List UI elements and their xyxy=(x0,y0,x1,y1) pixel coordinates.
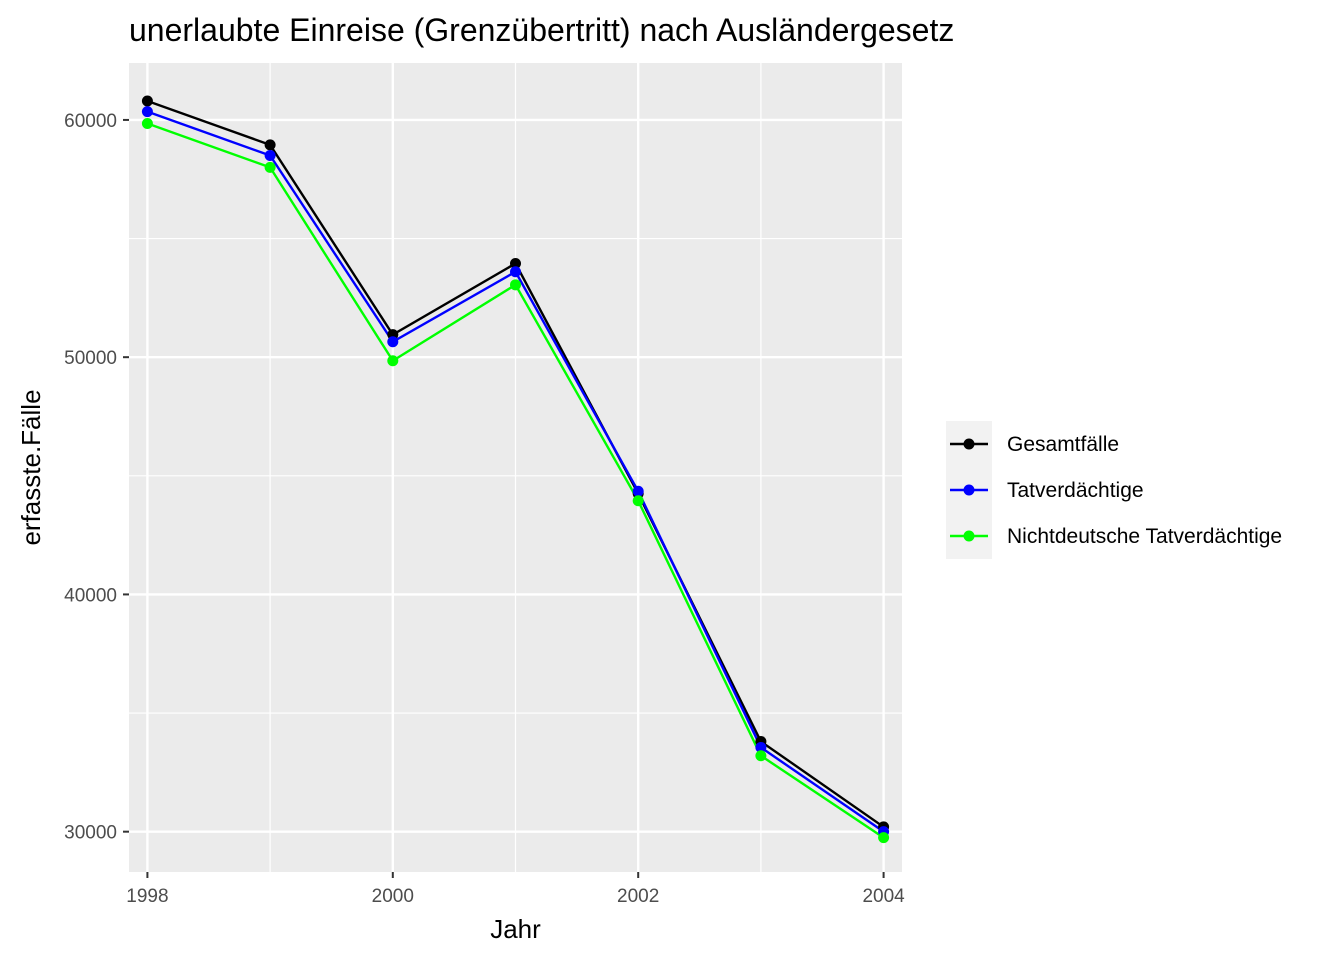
legend-key-point xyxy=(963,484,975,496)
y-axis-tick-labels: 30000 40000 50000 60000 xyxy=(64,111,117,844)
series-point xyxy=(878,832,890,844)
series-point xyxy=(141,95,153,107)
axis-ticks xyxy=(123,118,885,878)
x-axis-title: Jahr xyxy=(490,914,541,944)
series-point xyxy=(510,279,521,291)
x-tick-label: 2000 xyxy=(372,886,414,907)
series-point xyxy=(632,495,644,507)
series-point xyxy=(387,355,399,367)
y-tick-label: 40000 xyxy=(64,585,117,606)
legend-key-point xyxy=(963,438,975,450)
series-points xyxy=(141,95,890,844)
y-tick-label: 60000 xyxy=(64,111,117,132)
y-tick-label: 30000 xyxy=(64,823,117,844)
x-axis-tick-labels: 1998 2000 2002 2004 xyxy=(126,886,905,907)
legend-label: Gesamtfälle xyxy=(1007,433,1119,456)
series-point xyxy=(264,150,276,162)
legend-label: Nichtdeutsche Tatverdächtige xyxy=(1007,525,1282,548)
series-point xyxy=(264,161,276,173)
x-tick-label: 1998 xyxy=(126,886,168,907)
legend-label: Tatverdächtige xyxy=(1007,479,1144,502)
legend-key-point xyxy=(963,530,975,542)
series-point xyxy=(264,139,276,151)
chart-title: unerlaubte Einreise (Grenzübertritt) nac… xyxy=(129,12,954,48)
y-tick-label: 50000 xyxy=(64,348,117,369)
series-point xyxy=(510,266,521,278)
series-point xyxy=(755,741,767,753)
series-point xyxy=(387,336,399,348)
series-point xyxy=(141,117,153,129)
minor-gridlines xyxy=(129,63,902,872)
series-point xyxy=(510,257,521,269)
series-point xyxy=(632,485,644,497)
legend: Gesamtfälle Tatverdächtige Nichtdeutsche T… xyxy=(946,421,1282,559)
major-gridlines xyxy=(129,63,902,872)
x-tick-label: 2002 xyxy=(617,886,659,907)
x-tick-label: 2004 xyxy=(862,886,905,907)
series-point xyxy=(141,106,153,118)
y-axis-title: erfasste.Fälle xyxy=(16,389,46,545)
series-point xyxy=(755,750,767,762)
